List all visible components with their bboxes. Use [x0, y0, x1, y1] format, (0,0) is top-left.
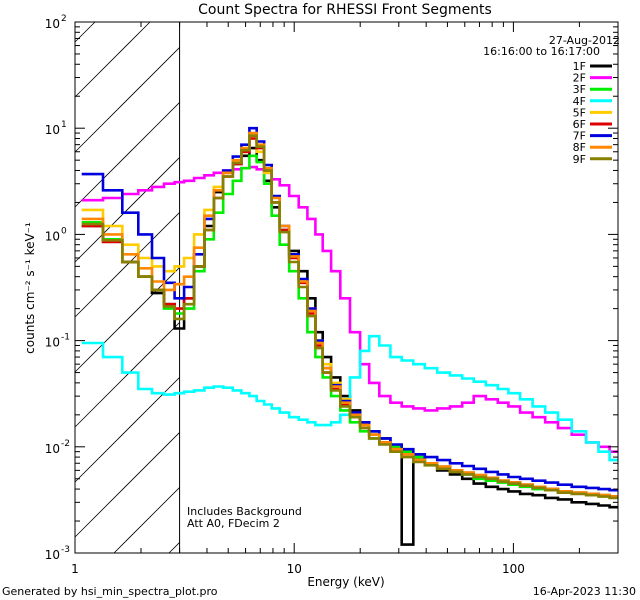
y-tick-label: 10 [45, 336, 60, 350]
legend-label-2f: 2F [573, 72, 586, 85]
series-line-2f [81, 165, 618, 453]
hatch-line [74, 377, 180, 483]
legend-label-5f: 5F [573, 106, 586, 119]
hatch-line [168, 542, 180, 554]
y-tick-label: 10 [45, 123, 60, 137]
hatch-line [74, 102, 180, 208]
hatch-line [74, 21, 151, 98]
hatch-line [74, 157, 180, 263]
y-tick-label-exponent: 1 [61, 120, 67, 130]
plot-frame [74, 21, 619, 554]
series-line-9f [81, 134, 618, 500]
y-tick-label-exponent: -1 [61, 333, 70, 343]
background-hatch-region [74, 21, 181, 554]
hatch-line [74, 47, 180, 153]
series-line-4f [81, 334, 618, 462]
series-layer [81, 126, 618, 546]
legend-label-6f: 6F [573, 118, 586, 131]
y-tick-label: 10 [45, 229, 60, 243]
y-axis-label: counts cm⁻² s⁻¹ keV⁻¹ [23, 222, 37, 354]
y-tick-label: 10 [45, 17, 60, 31]
y-tick-label: 10 [45, 548, 60, 562]
legend-label-4f: 4F [573, 95, 586, 108]
legend-label-9f: 9F [573, 153, 586, 166]
hatch-line [113, 487, 180, 554]
legend-label-7f: 7F [573, 130, 586, 143]
generated-by-label: Generated by hsi_min_spectra_plot.pro [2, 585, 218, 598]
annotation-attenuator: Att A0, FDecim 2 [187, 517, 280, 530]
hatch-line [74, 212, 180, 318]
axis-ticks: 10 -310 -210 -110 010 110 21 10 100 [45, 14, 619, 576]
x-tick-label: 1 [71, 562, 79, 576]
legend-label-3f: 3F [573, 83, 586, 96]
y-tick-label: 10 [45, 442, 60, 456]
y-tick-label-exponent: -2 [61, 439, 70, 449]
annotation-background: Includes Background [187, 505, 302, 518]
chart-title: Count Spectra for RHESSI Front Segments [198, 2, 492, 18]
x-tick-label: 100 [502, 562, 525, 576]
timestamp-label: 16-Apr-2023 11:30 [533, 585, 636, 598]
y-tick-label-exponent: 0 [61, 226, 67, 236]
x-axis-label: Energy (keV) [307, 575, 384, 589]
legend-label-8f: 8F [573, 141, 586, 154]
hatch-line [74, 267, 180, 373]
time-range-label: 16:16:00 to 16:17:00 [483, 45, 600, 58]
x-tick-label: 10 [287, 562, 302, 576]
date-label: 27-Aug-2012 [549, 34, 620, 47]
hatch-line [74, 432, 180, 538]
hatch-line [74, 322, 180, 428]
series-line-1f [81, 146, 618, 546]
y-tick-label-exponent: 2 [61, 14, 67, 24]
legend-label-1f: 1F [573, 60, 586, 73]
y-tick-label-exponent: -3 [61, 545, 70, 555]
